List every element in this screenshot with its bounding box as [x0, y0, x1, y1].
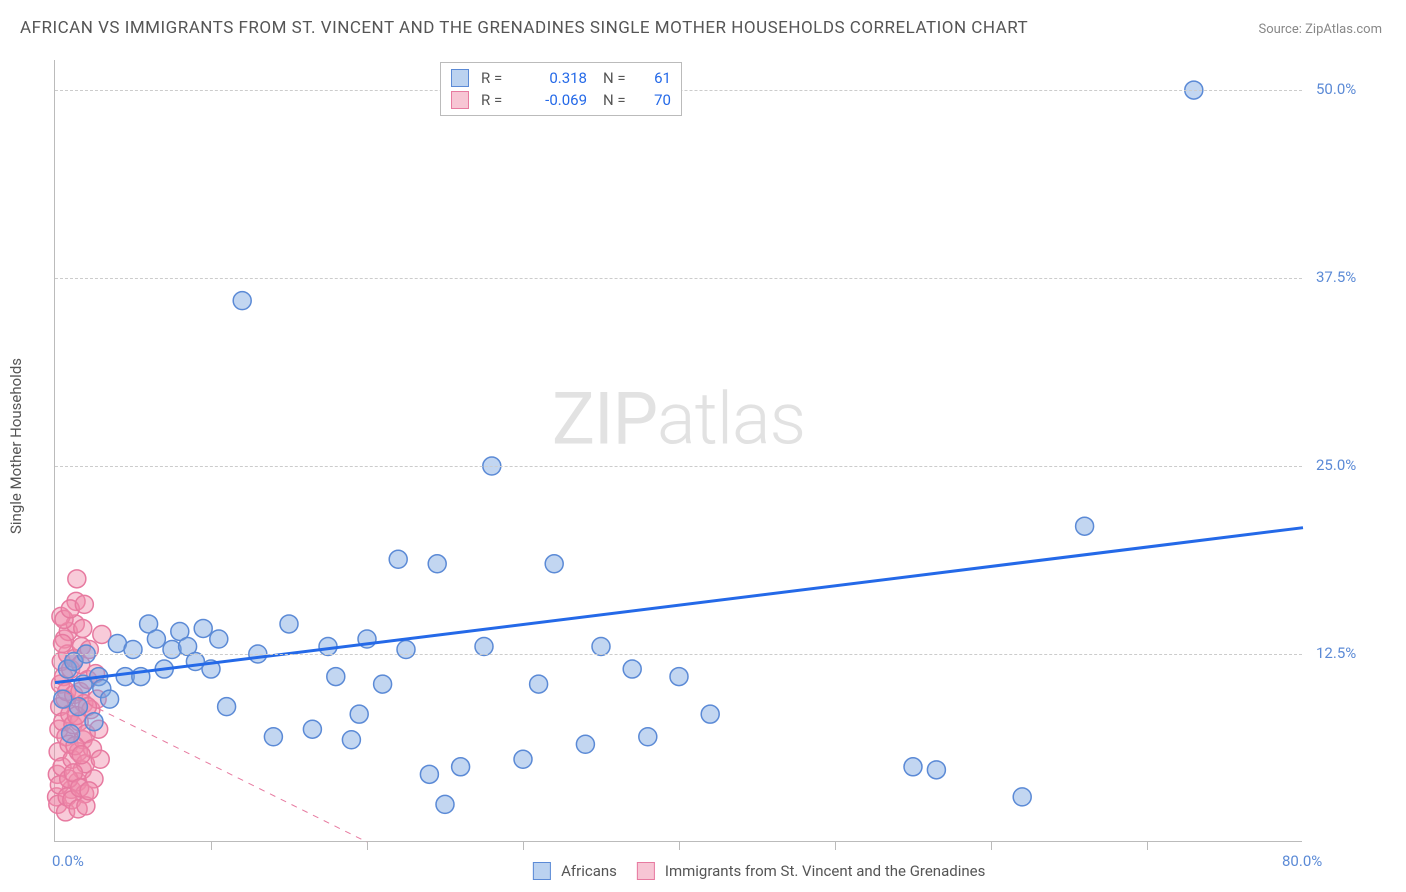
legend-item-africans: Africans — [533, 862, 617, 880]
y-tick-label: 37.5% — [1316, 268, 1356, 286]
r-label: R = — [481, 89, 519, 111]
chart-title: AFRICAN VS IMMIGRANTS FROM ST. VINCENT A… — [20, 18, 1028, 38]
plot-svg — [55, 60, 1303, 842]
swatch-pink-icon — [451, 91, 469, 109]
plot-area: ZIPatlas — [54, 60, 1302, 842]
source-label: Source: ZipAtlas.com — [1258, 22, 1382, 37]
legend-label-immigrants: Immigrants from St. Vincent and the Gren… — [665, 862, 985, 880]
legend-item-immigrants: Immigrants from St. Vincent and the Gren… — [637, 862, 985, 880]
x-tick-label: 0.0% — [52, 852, 84, 870]
r-value-pink: -0.069 — [527, 89, 587, 111]
y-tick-label: 12.5% — [1316, 644, 1356, 662]
x-tick-label: 80.0% — [1282, 852, 1322, 870]
legend-row-pink: R = -0.069 N = 70 — [451, 89, 671, 111]
r-value-blue: 0.318 — [527, 67, 587, 89]
swatch-pink-icon — [637, 862, 655, 880]
legend-label-africans: Africans — [561, 862, 617, 880]
n-value-blue: 61 — [641, 67, 671, 89]
y-axis-label: Single Mother Households — [7, 358, 25, 534]
legend-row-blue: R = 0.318 N = 61 — [451, 67, 671, 89]
y-tick-label: 50.0% — [1316, 80, 1356, 98]
n-value-pink: 70 — [641, 89, 671, 111]
r-label: R = — [481, 67, 519, 89]
correlation-chart: AFRICAN VS IMMIGRANTS FROM ST. VINCENT A… — [0, 0, 1406, 892]
n-label: N = — [603, 67, 633, 89]
swatch-blue-icon — [533, 862, 551, 880]
series-legend: Africans Immigrants from St. Vincent and… — [533, 862, 985, 880]
swatch-blue-icon — [451, 69, 469, 87]
n-label: N = — [603, 89, 633, 111]
correlation-legend: R = 0.318 N = 61 R = -0.069 N = 70 — [440, 62, 682, 116]
y-tick-label: 25.0% — [1316, 456, 1356, 474]
